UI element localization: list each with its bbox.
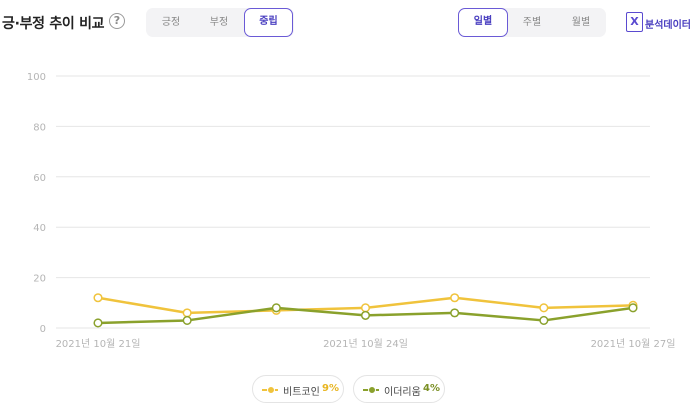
sentiment-trend-chart: 0 20 40 60 80 100 2021년 10월 21일 2021년 10월 24일 20… <box>27 72 676 350</box>
tab-monthly[interactable]: 월별 <box>571 17 591 28</box>
y-tick-label-40: 40 <box>33 223 46 234</box>
tab-negative[interactable]: 부정 <box>209 17 229 28</box>
data-point-0-0 <box>93 293 103 303</box>
data-point-1-3 <box>360 310 371 320</box>
data-point-0-5 <box>539 303 549 313</box>
help-icon[interactable]: ? <box>109 13 125 29</box>
legend-item-bitcoin[interactable]: 비트코인 9% <box>252 375 344 403</box>
legend-pct-ethereum: 4% <box>423 383 440 394</box>
legend-name-ethereum: 이더리움 <box>384 387 421 398</box>
tab-weekly[interactable]: 주별 <box>522 17 542 28</box>
legend-dot-bitcoin <box>267 386 275 394</box>
excel-icon: X <box>626 12 643 32</box>
chart-legend: 비트코인 9% 이더리움 4% <box>252 375 445 403</box>
sentiment-tabs: 긍정 부정 중립 <box>146 8 294 37</box>
data-point-1-1 <box>182 315 192 325</box>
y-tick-label-0: 0 <box>40 324 46 335</box>
y-tick-label-60: 60 <box>33 173 46 184</box>
data-point-1-2 <box>271 303 281 313</box>
data-point-1-5 <box>539 315 549 325</box>
tab-neutral[interactable]: 중립 <box>244 8 293 37</box>
data-point-1-0 <box>93 318 103 328</box>
data-point-0-4 <box>450 293 460 303</box>
x-tick-label-0: 2021년 10월 21일 <box>56 338 141 350</box>
y-tick-label-20: 20 <box>33 274 46 285</box>
y-tick-label-80: 80 <box>33 122 46 133</box>
chart-header: 긍·부정 추이 비교 ? 긍정 부정 중립 일별 주별 월별 X 분석데이터 <box>0 0 700 46</box>
x-tick-label-2: 2021년 10월 27일 <box>591 338 676 350</box>
data-point-0-1 <box>182 308 192 318</box>
tab-daily[interactable]: 일별 <box>458 8 508 37</box>
period-tabs: 일별 주별 월별 <box>458 8 606 37</box>
legend-item-ethereum[interactable]: 이더리움 4% <box>353 375 445 403</box>
x-tick-label-1: 2021년 10월 24일 <box>323 338 408 350</box>
legend-name-bitcoin: 비트코인 <box>283 387 320 398</box>
legend-dot-ethereum <box>368 386 376 394</box>
data-point-1-4 <box>450 308 460 318</box>
data-point-1-6 <box>628 303 638 313</box>
page-title: 긍·부정 추이 비교 <box>2 16 105 32</box>
y-tick-label-100: 100 <box>27 72 46 83</box>
tab-positive[interactable]: 긍정 <box>161 17 181 28</box>
data-point-0-3 <box>360 303 371 313</box>
legend-pct-bitcoin: 9% <box>322 383 339 394</box>
export-data-label: 분석데이터 <box>645 20 691 31</box>
